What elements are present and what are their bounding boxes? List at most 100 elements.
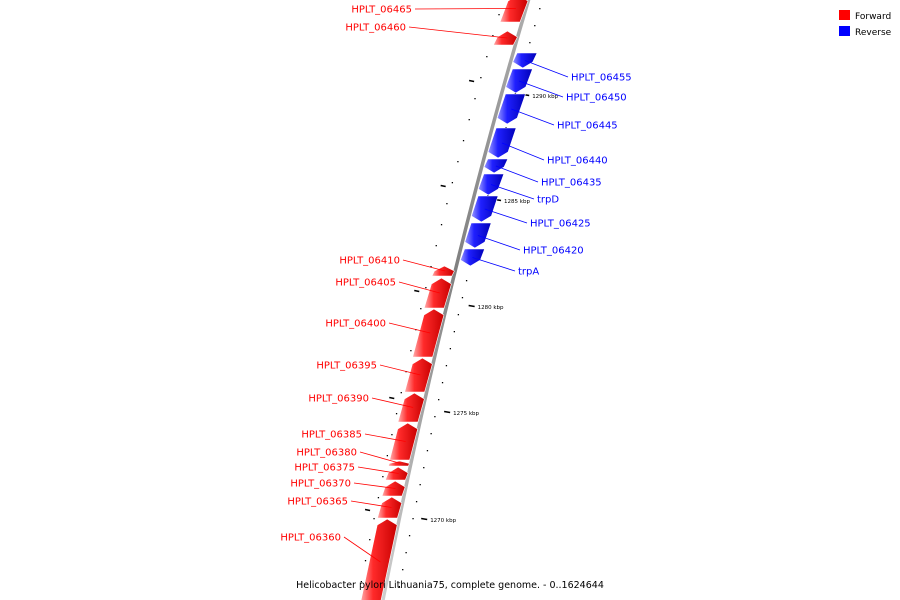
legend-swatch-reverse: [839, 26, 850, 36]
minor-tick: [487, 195, 489, 197]
gene-leader-line: [472, 257, 516, 272]
gene-leader-line: [408, 26, 508, 39]
minor-tick: [465, 280, 468, 282]
minor-tick: [457, 314, 460, 316]
minor-tick: [514, 93, 517, 95]
gene-leader-line: [524, 60, 569, 78]
minor-tick: [382, 476, 384, 478]
gene-label-hplt_06395: HPLT_06395: [316, 361, 377, 372]
gene-leader-line: [501, 142, 545, 161]
gene-leader-line: [353, 482, 396, 489]
gene-feature-hplt_06400: [412, 308, 445, 358]
legend: Forward Reverse: [839, 10, 892, 38]
minor-tick: [451, 182, 454, 184]
genome-caption: Helicobacter pylori Lithuania75, complet…: [296, 580, 604, 591]
minor-tick: [440, 224, 443, 226]
minor-tick: [426, 450, 429, 452]
gene-label-hplt_06390: HPLT_06390: [308, 394, 369, 405]
gene-feature-hplt_06465: [499, 0, 529, 23]
gene-feature-hplt_06410: [431, 265, 455, 277]
minor-tick: [419, 484, 421, 486]
gene-label-hplt_06365: HPLT_06365: [287, 497, 348, 508]
gene-feature-hplt_06405: [423, 277, 452, 309]
gene-leader-line: [477, 235, 521, 251]
minor-tick: [395, 413, 398, 415]
legend-label-reverse: Reverse: [855, 28, 892, 38]
minor-tick: [360, 581, 362, 583]
gene-label-hplt_06405: HPLT_06405: [335, 278, 396, 289]
major-tick: [468, 79, 475, 83]
major-tick: [389, 396, 395, 400]
gene-leader-line: [484, 208, 528, 224]
minor-tick: [449, 348, 452, 350]
gene-label-hplt_06455: HPLT_06455: [571, 73, 632, 84]
gene-label-hplt_06385: HPLT_06385: [301, 430, 362, 441]
minor-tick: [369, 539, 371, 541]
minor-tick: [402, 569, 404, 571]
minor-tick: [423, 467, 425, 469]
major-tick: [364, 508, 371, 512]
minor-tick: [398, 586, 401, 588]
gene-leader-line: [414, 8, 516, 10]
minor-tick: [373, 518, 375, 520]
gene-leader-line: [371, 397, 414, 408]
legend-swatch-forward: [839, 10, 850, 20]
gene-label-hplt_06450: HPLT_06450: [566, 93, 627, 104]
minor-tick: [461, 297, 464, 299]
gene-label-trpa: trpA: [518, 267, 539, 278]
gene-leader-line: [357, 466, 399, 474]
gene-feature-hplt_06380: [387, 460, 410, 467]
gene-leader-line: [402, 259, 446, 272]
minor-tick: [410, 350, 412, 352]
tick-label: 1270 kbp: [430, 518, 456, 524]
major-tick: [440, 184, 446, 188]
gene-label-hplt_06465: HPLT_06465: [351, 5, 412, 16]
genome-backbone: [381, 0, 531, 600]
gene-feature-hplt_06390: [397, 392, 425, 423]
minor-tick: [446, 203, 448, 205]
minor-tick: [486, 56, 488, 58]
gene-leader-line: [490, 184, 535, 200]
minor-tick: [430, 433, 432, 435]
minor-tick: [425, 287, 427, 289]
minor-tick: [435, 245, 437, 247]
gene-label-hplt_06445: HPLT_06445: [557, 121, 618, 132]
minor-tick: [405, 552, 407, 554]
gene-label-hplt_06410: HPLT_06410: [339, 256, 400, 267]
minor-tick: [412, 518, 414, 520]
gene-label-hplt_06460: HPLT_06460: [345, 23, 406, 34]
minor-tick: [386, 455, 389, 457]
gene-label-hplt_06425: HPLT_06425: [530, 219, 591, 230]
tick-label: 1280 kbp: [478, 305, 504, 311]
gene-feature-hplt_06360: [360, 518, 398, 600]
gene-leader-line: [518, 80, 564, 98]
minor-tick: [445, 365, 448, 367]
minor-tick: [505, 127, 507, 129]
gene-leader-line: [495, 165, 539, 183]
gene-leader-line: [398, 281, 440, 294]
gene-label-hplt_06375: HPLT_06375: [294, 463, 355, 474]
gene-leader-line: [364, 433, 406, 442]
minor-tick: [492, 35, 494, 37]
minor-tick: [415, 501, 418, 503]
gene-leader-line: [343, 536, 381, 563]
tick-label: 1275 kbp: [453, 411, 479, 417]
legend-label-forward: Forward: [855, 12, 891, 22]
gene-leader-line: [379, 364, 421, 376]
minor-tick: [498, 14, 500, 16]
minor-tick: [457, 161, 459, 163]
minor-tick: [438, 399, 440, 401]
gene-leader-line: [511, 108, 555, 126]
gene-labels: HPLT_06465 HPLT_06460 HPLT_06455 HPLT_06450…: [280, 5, 632, 563]
major-tick: [468, 304, 475, 308]
minor-tick: [474, 98, 476, 100]
minor-tick: [377, 497, 380, 499]
minor-tick: [539, 8, 541, 10]
minor-tick: [462, 140, 465, 142]
major-tick: [421, 517, 428, 521]
gene-label-hplt_06400: HPLT_06400: [325, 319, 386, 330]
major-tick: [444, 410, 451, 414]
gene-leader-line: [359, 451, 401, 464]
minor-tick: [408, 535, 411, 537]
